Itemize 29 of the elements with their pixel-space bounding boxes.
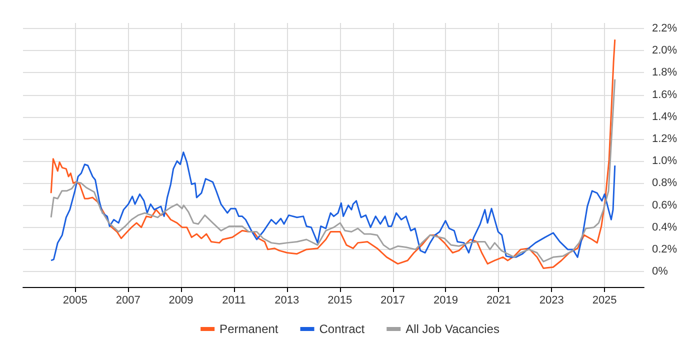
- legend-label: Permanent: [220, 322, 279, 336]
- y-tick-label: 0.6%: [652, 199, 678, 212]
- y-tick-label: 0.8%: [652, 177, 678, 190]
- line-series: [50, 38, 616, 269]
- y-tick-label: 2.0%: [652, 44, 678, 57]
- x-tick-label: 2017: [380, 294, 406, 306]
- y-tick-label: 1.2%: [652, 132, 678, 145]
- line-series: [50, 78, 616, 262]
- legend-label: All Job Vacancies: [406, 322, 500, 336]
- x-tick-label: 2019: [433, 294, 458, 306]
- y-tick-label: 0%: [652, 266, 668, 278]
- x-tick-label: 2021: [486, 294, 511, 306]
- x-tick-label: 2011: [222, 294, 246, 306]
- x-tick-label: 2013: [274, 294, 300, 306]
- line-series: [50, 151, 616, 262]
- x-tick-label: 2023: [539, 294, 564, 306]
- y-tick-label: 0.4%: [652, 221, 678, 234]
- x-tick-label: 2005: [62, 294, 88, 306]
- y-tick-label: 1.4%: [652, 110, 678, 123]
- y-tick-label: 1.0%: [652, 155, 678, 168]
- y-tick-label: 1.8%: [652, 66, 678, 79]
- x-tick-label: 2007: [116, 294, 140, 306]
- x-tick-label: 2015: [328, 294, 352, 306]
- x-tick-label: 2025: [592, 294, 617, 306]
- y-tick-label: 1.6%: [652, 88, 678, 101]
- legend-label: Contract: [319, 322, 366, 336]
- x-tick-label: 2009: [168, 294, 194, 306]
- y-tick-label: 2.2%: [652, 22, 678, 35]
- y-tick-label: 0.2%: [652, 243, 678, 256]
